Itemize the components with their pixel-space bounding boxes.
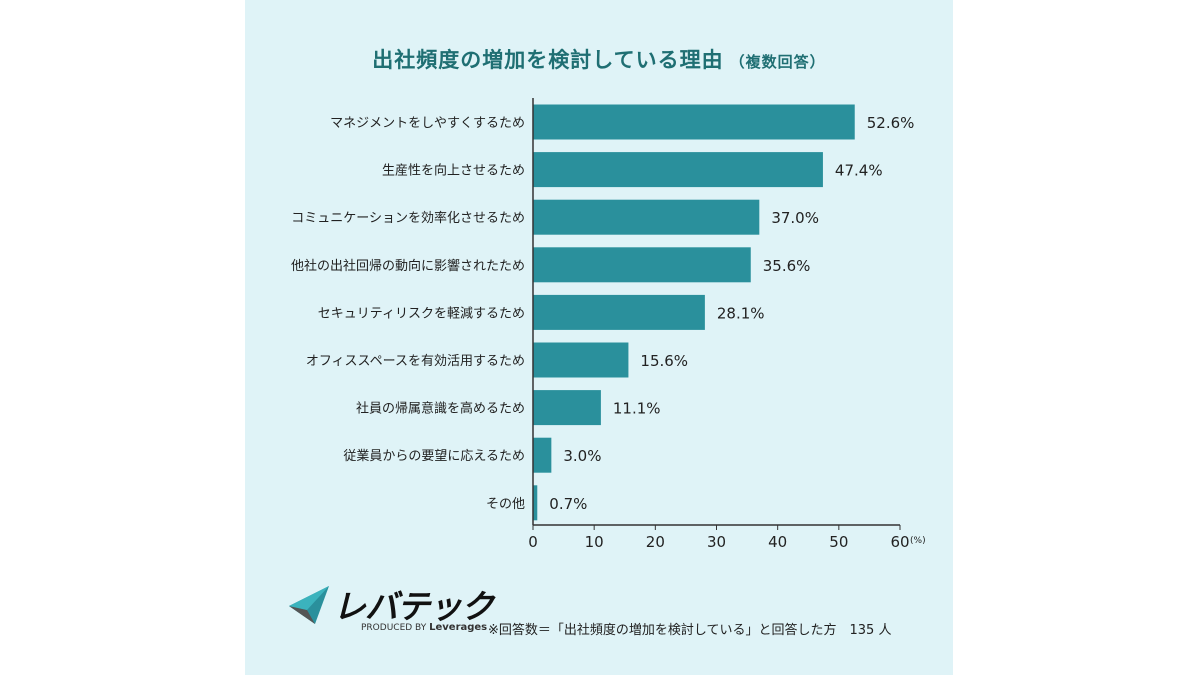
x-tick-label: 50 [829, 533, 848, 551]
value-label: 35.6% [763, 257, 811, 275]
chart-panel: 出社頻度の増加を検討している理由 （複数回答） マネジメントをしやすくするため 52… [245, 0, 953, 675]
logo-company: Leverages [429, 622, 488, 633]
value-label: 28.1% [717, 304, 765, 322]
x-tick-label: 10 [585, 533, 604, 551]
bar [533, 247, 751, 283]
value-label: 47.4% [835, 162, 883, 180]
value-label: 3.0% [563, 447, 601, 465]
category-label: 生産性を向上させるため [382, 163, 525, 179]
category-label: その他 [486, 497, 525, 512]
levtech-logo: レバテック PRODUCED BY Leverages [285, 582, 494, 638]
chart-title-main: 出社頻度の増加を検討している理由 [372, 48, 724, 72]
category-label: コミュニケーションを効率化させるため [291, 210, 525, 226]
x-tick-label: 40 [768, 533, 787, 551]
bar [533, 390, 601, 426]
bar [533, 294, 705, 330]
logo-name: レバテック [333, 587, 494, 626]
value-label: 52.6% [867, 114, 915, 132]
x-tick-label: 60 [890, 533, 909, 551]
bar [533, 485, 538, 521]
category-label: オフィススペースを有効活用するため [306, 354, 525, 369]
bar [533, 104, 855, 140]
x-tick-label: 20 [646, 533, 665, 551]
value-label: 37.0% [771, 209, 819, 227]
category-label: 従業員からの要望に応えるため [343, 448, 525, 464]
chart-title: 出社頻度の増加を検討している理由 （複数回答） [245, 44, 953, 74]
value-label: 0.7% [549, 495, 587, 513]
value-label: 11.1% [613, 400, 661, 418]
logo-produced-by-text: PRODUCED BY [361, 623, 427, 633]
x-tick-label: 0 [528, 533, 538, 551]
category-label: マネジメントをしやすくするため [330, 116, 525, 131]
category-label: 他社の出社回帰の動向に影響されたため [291, 258, 525, 274]
logo-produced-by: PRODUCED BY Leverages [361, 622, 487, 633]
category-label: 社員の帰属意識を高めるため [356, 401, 525, 417]
x-unit-label: (%) [910, 536, 926, 546]
bar [533, 342, 629, 378]
bar [533, 437, 552, 473]
bar [533, 152, 823, 188]
x-tick-label: 30 [707, 533, 726, 551]
bar [533, 199, 760, 235]
logo-mark-icon [289, 586, 329, 624]
chart-title-note: （複数回答） [729, 53, 826, 71]
footnote: ※回答数＝「出社頻度の増加を検討している」と回答した方 135 人 [488, 623, 892, 638]
value-label: 15.6% [640, 352, 688, 370]
category-label: セキュリティリスクを軽減するため [318, 305, 525, 321]
bar-chart: マネジメントをしやすくするため 52.6% 生産性を向上させるため 47.4% コミュニ… [291, 98, 926, 551]
